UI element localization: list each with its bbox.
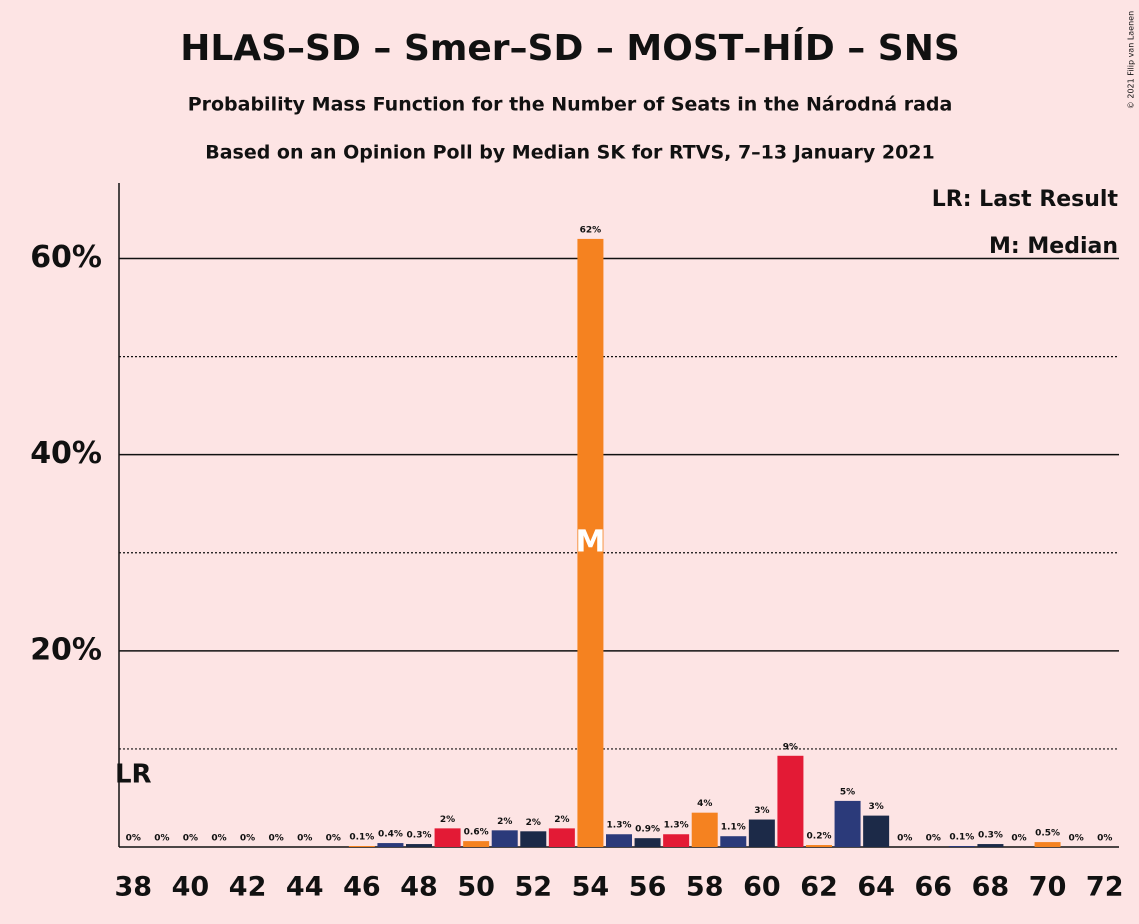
x-tick-label: 46	[343, 872, 381, 903]
bar	[491, 830, 518, 847]
value-label: 62%	[580, 225, 602, 235]
value-label: 0.3%	[978, 831, 1003, 841]
x-tick-label: 60	[743, 872, 781, 903]
x-tick-label: 38	[114, 872, 152, 903]
x-tick-label: 68	[972, 872, 1010, 903]
bar	[634, 838, 661, 847]
bar	[863, 815, 890, 847]
value-label: 3%	[754, 806, 769, 816]
bar	[434, 828, 461, 847]
bar	[463, 841, 490, 847]
value-label: 0%	[897, 834, 912, 844]
x-tick-label: 44	[286, 872, 324, 903]
value-label: 0.1%	[949, 833, 974, 843]
value-label: 0%	[240, 834, 255, 844]
x-tick-label: 64	[857, 872, 895, 903]
value-label: 2%	[526, 818, 541, 828]
value-label: 0%	[297, 834, 312, 844]
value-label: 0%	[926, 834, 941, 844]
value-label: 0%	[211, 834, 226, 844]
x-tick-label: 66	[914, 872, 952, 903]
chart-title: HLAS–SD – Smer–SD – MOST–HÍD – SNS	[180, 27, 960, 69]
x-tick-label: 50	[457, 872, 495, 903]
legend-entry: LR: Last Result	[932, 187, 1119, 212]
value-label: 9%	[783, 742, 798, 752]
value-label: 0%	[126, 834, 141, 844]
y-tick-label: 40%	[30, 436, 102, 471]
bar	[577, 238, 604, 848]
value-label: 0.9%	[635, 825, 660, 835]
median-marker: M	[575, 524, 605, 559]
value-label: 0%	[1069, 834, 1084, 844]
value-label: 2%	[440, 815, 455, 825]
value-label: 3%	[869, 802, 884, 812]
value-label: 1.3%	[607, 821, 632, 831]
bar	[348, 846, 375, 847]
x-tick-label: 70	[1029, 872, 1067, 903]
copyright: © 2021 Filip van Laenen	[1127, 11, 1136, 109]
value-label: 0%	[1097, 834, 1112, 844]
value-label: 4%	[697, 799, 712, 809]
x-tick-label: 72	[1086, 872, 1124, 903]
chart-subtitle: Probability Mass Function for the Number…	[188, 94, 953, 116]
bar	[691, 812, 718, 847]
x-tick-label: 54	[572, 872, 610, 903]
bar	[948, 846, 975, 847]
value-label: 1.1%	[721, 823, 746, 833]
x-tick-label: 40	[172, 872, 210, 903]
x-tick-label: 42	[229, 872, 267, 903]
last-result-marker: LR	[115, 760, 152, 790]
bar	[1034, 842, 1061, 847]
bar	[720, 836, 747, 847]
x-tick-label: 62	[800, 872, 838, 903]
value-label: 2%	[497, 817, 512, 827]
legend-entry: M: Median	[989, 234, 1118, 259]
bar	[606, 834, 632, 847]
value-label: 2%	[554, 815, 569, 825]
y-tick-label: 60%	[30, 240, 102, 275]
value-label: 0%	[326, 834, 341, 844]
x-tick-label: 48	[400, 872, 438, 903]
bar	[663, 834, 690, 847]
value-label: 0.5%	[1035, 829, 1060, 839]
value-label: 1.3%	[664, 821, 689, 831]
value-label: 0.4%	[378, 830, 403, 840]
value-label: 0%	[154, 834, 169, 844]
bar	[377, 843, 404, 847]
value-label: 5%	[840, 787, 855, 797]
bar	[548, 828, 575, 847]
value-label: 0.2%	[807, 832, 832, 842]
value-label: 0.1%	[349, 833, 374, 843]
value-label: 0%	[269, 834, 284, 844]
x-tick-label: 56	[629, 872, 667, 903]
bar	[806, 845, 832, 847]
x-tick-label: 52	[514, 872, 552, 903]
value-label: 0%	[183, 834, 198, 844]
value-label: 0.3%	[407, 831, 432, 841]
bar	[520, 831, 547, 847]
bar	[777, 755, 804, 847]
y-tick-label: 20%	[30, 632, 102, 667]
bar	[834, 800, 861, 847]
bar	[406, 844, 432, 847]
value-label: 0.6%	[464, 828, 489, 838]
chart-subtitle: Based on an Opinion Poll by Median SK fo…	[205, 142, 935, 164]
value-label: 0%	[1011, 834, 1026, 844]
x-tick-label: 58	[686, 872, 724, 903]
bar	[977, 844, 1004, 847]
bar	[748, 819, 775, 847]
